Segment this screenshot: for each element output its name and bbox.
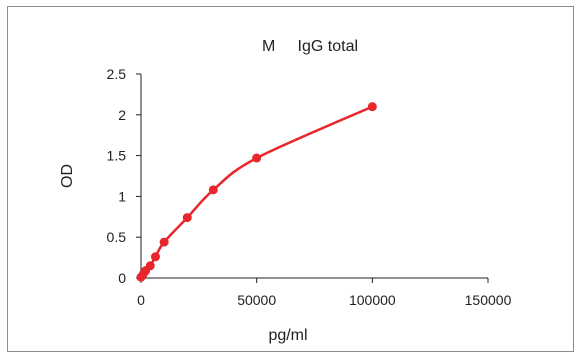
- y-tick-label: 1.5: [107, 148, 127, 164]
- chart-title: M IgG total: [262, 38, 358, 55]
- y-tick-label: 1: [118, 188, 126, 204]
- x-axis-ticks: 0 50000 100000 150000: [137, 278, 512, 308]
- x-tick-label: 50000: [237, 292, 276, 308]
- data-point: [252, 153, 262, 163]
- data-point: [159, 237, 169, 247]
- axes: [140, 74, 488, 279]
- y-tick-label: 2.5: [107, 66, 127, 82]
- data-point: [182, 213, 192, 223]
- series-line-group: [139, 105, 373, 278]
- data-point: [145, 261, 155, 271]
- data-point: [150, 252, 160, 262]
- x-tick-label: 150000: [465, 292, 512, 308]
- y-axis-ticks: 0 0.5 1 1.5 2 2.5: [107, 66, 141, 286]
- y-tick-label: 2: [118, 107, 126, 123]
- data-point: [367, 102, 377, 112]
- data-point: [208, 185, 218, 195]
- series-line: [139, 105, 373, 278]
- y-tick-label: 0.5: [107, 229, 127, 245]
- data-points: [136, 102, 377, 282]
- x-tick-label: 100000: [349, 292, 396, 308]
- x-axis-title: pg/ml: [268, 327, 307, 344]
- x-tick-label: 0: [137, 292, 145, 308]
- y-axis-title: OD: [59, 164, 76, 188]
- y-tick-label: 0: [118, 270, 126, 286]
- chart-frame: [7, 6, 574, 352]
